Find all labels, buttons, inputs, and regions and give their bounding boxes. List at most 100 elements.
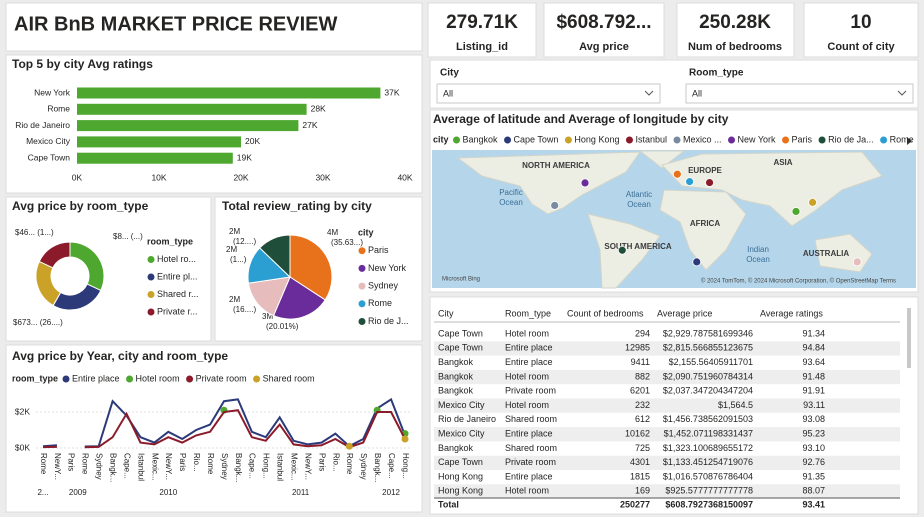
table-cell: 93.10 xyxy=(802,443,825,453)
legend-label: New York xyxy=(738,134,777,144)
line-panel xyxy=(5,344,423,513)
legend-label: Sydney xyxy=(368,280,399,290)
dynamic-layer: Top 5 by city Avg ratings New York 37K Rome… xyxy=(12,57,914,509)
kpi-card xyxy=(676,2,795,58)
y-tick-label: Rio de Janeiro xyxy=(15,120,70,130)
y-tick-label: New York xyxy=(34,87,71,97)
table-cell: $1,016.570876786404 xyxy=(663,471,753,481)
legend-marker xyxy=(147,273,155,281)
y-tick-label: Mexico City xyxy=(26,136,71,146)
table-cell: Entire place xyxy=(505,357,553,367)
table-cell: $1,323.100689655172 xyxy=(663,443,753,453)
x-group-label: 2012 xyxy=(382,488,400,497)
table-cell: $925.5777777777778 xyxy=(665,486,753,496)
data-label: $46... (1...) xyxy=(15,228,54,237)
table-cell: 94.84 xyxy=(802,343,825,353)
legend-title: city xyxy=(358,227,374,237)
legend-marker xyxy=(147,308,155,316)
map-point xyxy=(672,169,682,179)
table-cell: 91.35 xyxy=(802,471,825,481)
x-tick-label: Cape... xyxy=(248,453,257,479)
table-cell: 232 xyxy=(635,400,650,410)
table-cell: 612 xyxy=(635,414,650,424)
map-point xyxy=(580,178,590,188)
x-group-label: 2010 xyxy=(159,488,177,497)
dropdown-chevron xyxy=(897,90,907,96)
legend-scroll-arrow[interactable] xyxy=(907,137,912,145)
x-tick-label: Cape... xyxy=(387,453,396,479)
kpi-value: 250.28K xyxy=(699,12,771,33)
x-tick-label: Rio... xyxy=(192,453,201,472)
map-label: SOUTH AMERICA xyxy=(604,242,671,251)
legend-label: Entire pl... xyxy=(157,271,198,281)
legend-marker xyxy=(358,264,366,272)
chart-title: Average of latitude and Average of longi… xyxy=(433,112,729,126)
legend-label: Rome xyxy=(368,298,392,308)
map-point xyxy=(550,201,560,210)
continent xyxy=(661,151,883,227)
legend-label: Entire place xyxy=(72,373,120,383)
slicer-dropdown[interactable] xyxy=(685,83,914,104)
table-cell: Mexico City xyxy=(438,400,485,410)
table-cell: $1,452.071198331437 xyxy=(664,428,753,438)
legend-label: Mexico ... xyxy=(683,134,722,144)
x-tick-label: Bangk... xyxy=(373,453,382,482)
legend-marker xyxy=(728,136,736,144)
x-tick-label: Istanbul xyxy=(276,453,285,481)
legend-label: Shared room xyxy=(263,373,315,383)
slicer-value: All xyxy=(692,88,702,98)
slicer-label: Room_type xyxy=(689,68,744,79)
data-label: 2M (16....) xyxy=(229,295,256,314)
table-cell: Bangkok xyxy=(438,357,474,367)
data-label: $673... (26....) xyxy=(13,318,63,327)
map-point xyxy=(685,177,695,187)
label-line: 2M xyxy=(229,227,240,236)
data-label: 2M (1...) xyxy=(226,245,247,264)
y-tick-label: Cape Town xyxy=(28,152,71,162)
scrollbar[interactable] xyxy=(907,308,911,368)
map-label: Indian Ocean xyxy=(746,245,770,264)
table-cell: $2,090.751960784314 xyxy=(663,371,753,381)
table-header: City xyxy=(438,308,454,318)
map-label: Pacific Ocean xyxy=(499,188,523,207)
legend-label: Rio de Ja... xyxy=(828,134,874,144)
kpi-label: Avg price xyxy=(579,41,629,53)
map-provider: Microsoft Bing xyxy=(442,277,480,283)
continent xyxy=(638,150,686,169)
bar xyxy=(77,152,233,164)
row-band xyxy=(434,455,900,470)
x-tick-label: NewY... xyxy=(303,453,312,480)
table-header: Average price xyxy=(657,308,712,318)
bar xyxy=(77,136,241,148)
map-point xyxy=(852,257,862,267)
label-line: (16....) xyxy=(233,305,256,314)
table-cell: $2,815.566855123675 xyxy=(663,343,753,353)
label-line: Ocean xyxy=(499,198,523,207)
table-cell: 725 xyxy=(635,443,650,453)
legend-marker xyxy=(453,136,461,144)
table-cell: $1,456.738562091503 xyxy=(663,414,753,424)
table-cell: 91.34 xyxy=(802,328,825,338)
label-line: (12....) xyxy=(233,237,256,246)
table-total: $608.7927368150097 xyxy=(665,499,753,509)
data-label: 28K xyxy=(311,104,326,114)
slicer-dropdown[interactable] xyxy=(436,83,661,104)
map-point xyxy=(808,197,817,207)
legend-marker xyxy=(504,136,512,144)
bar xyxy=(77,103,307,115)
y-tick-label: $0K xyxy=(15,442,30,452)
x-tick-label: Bangk... xyxy=(109,453,118,482)
data-label: 20K xyxy=(245,136,260,146)
legend-marker xyxy=(625,136,633,144)
y-tick-label: $2K xyxy=(15,406,30,416)
table-cell: 12985 xyxy=(625,343,650,353)
table-cell: 92.76 xyxy=(802,457,825,467)
table-total: 250277 xyxy=(620,499,650,509)
x-tick-label: 10K xyxy=(151,172,166,182)
slicer-value: All xyxy=(443,88,453,98)
kpi-value: 10 xyxy=(850,12,871,33)
x-tick-label: Sydney xyxy=(95,453,104,480)
x-tick-label: 40K xyxy=(397,172,412,182)
